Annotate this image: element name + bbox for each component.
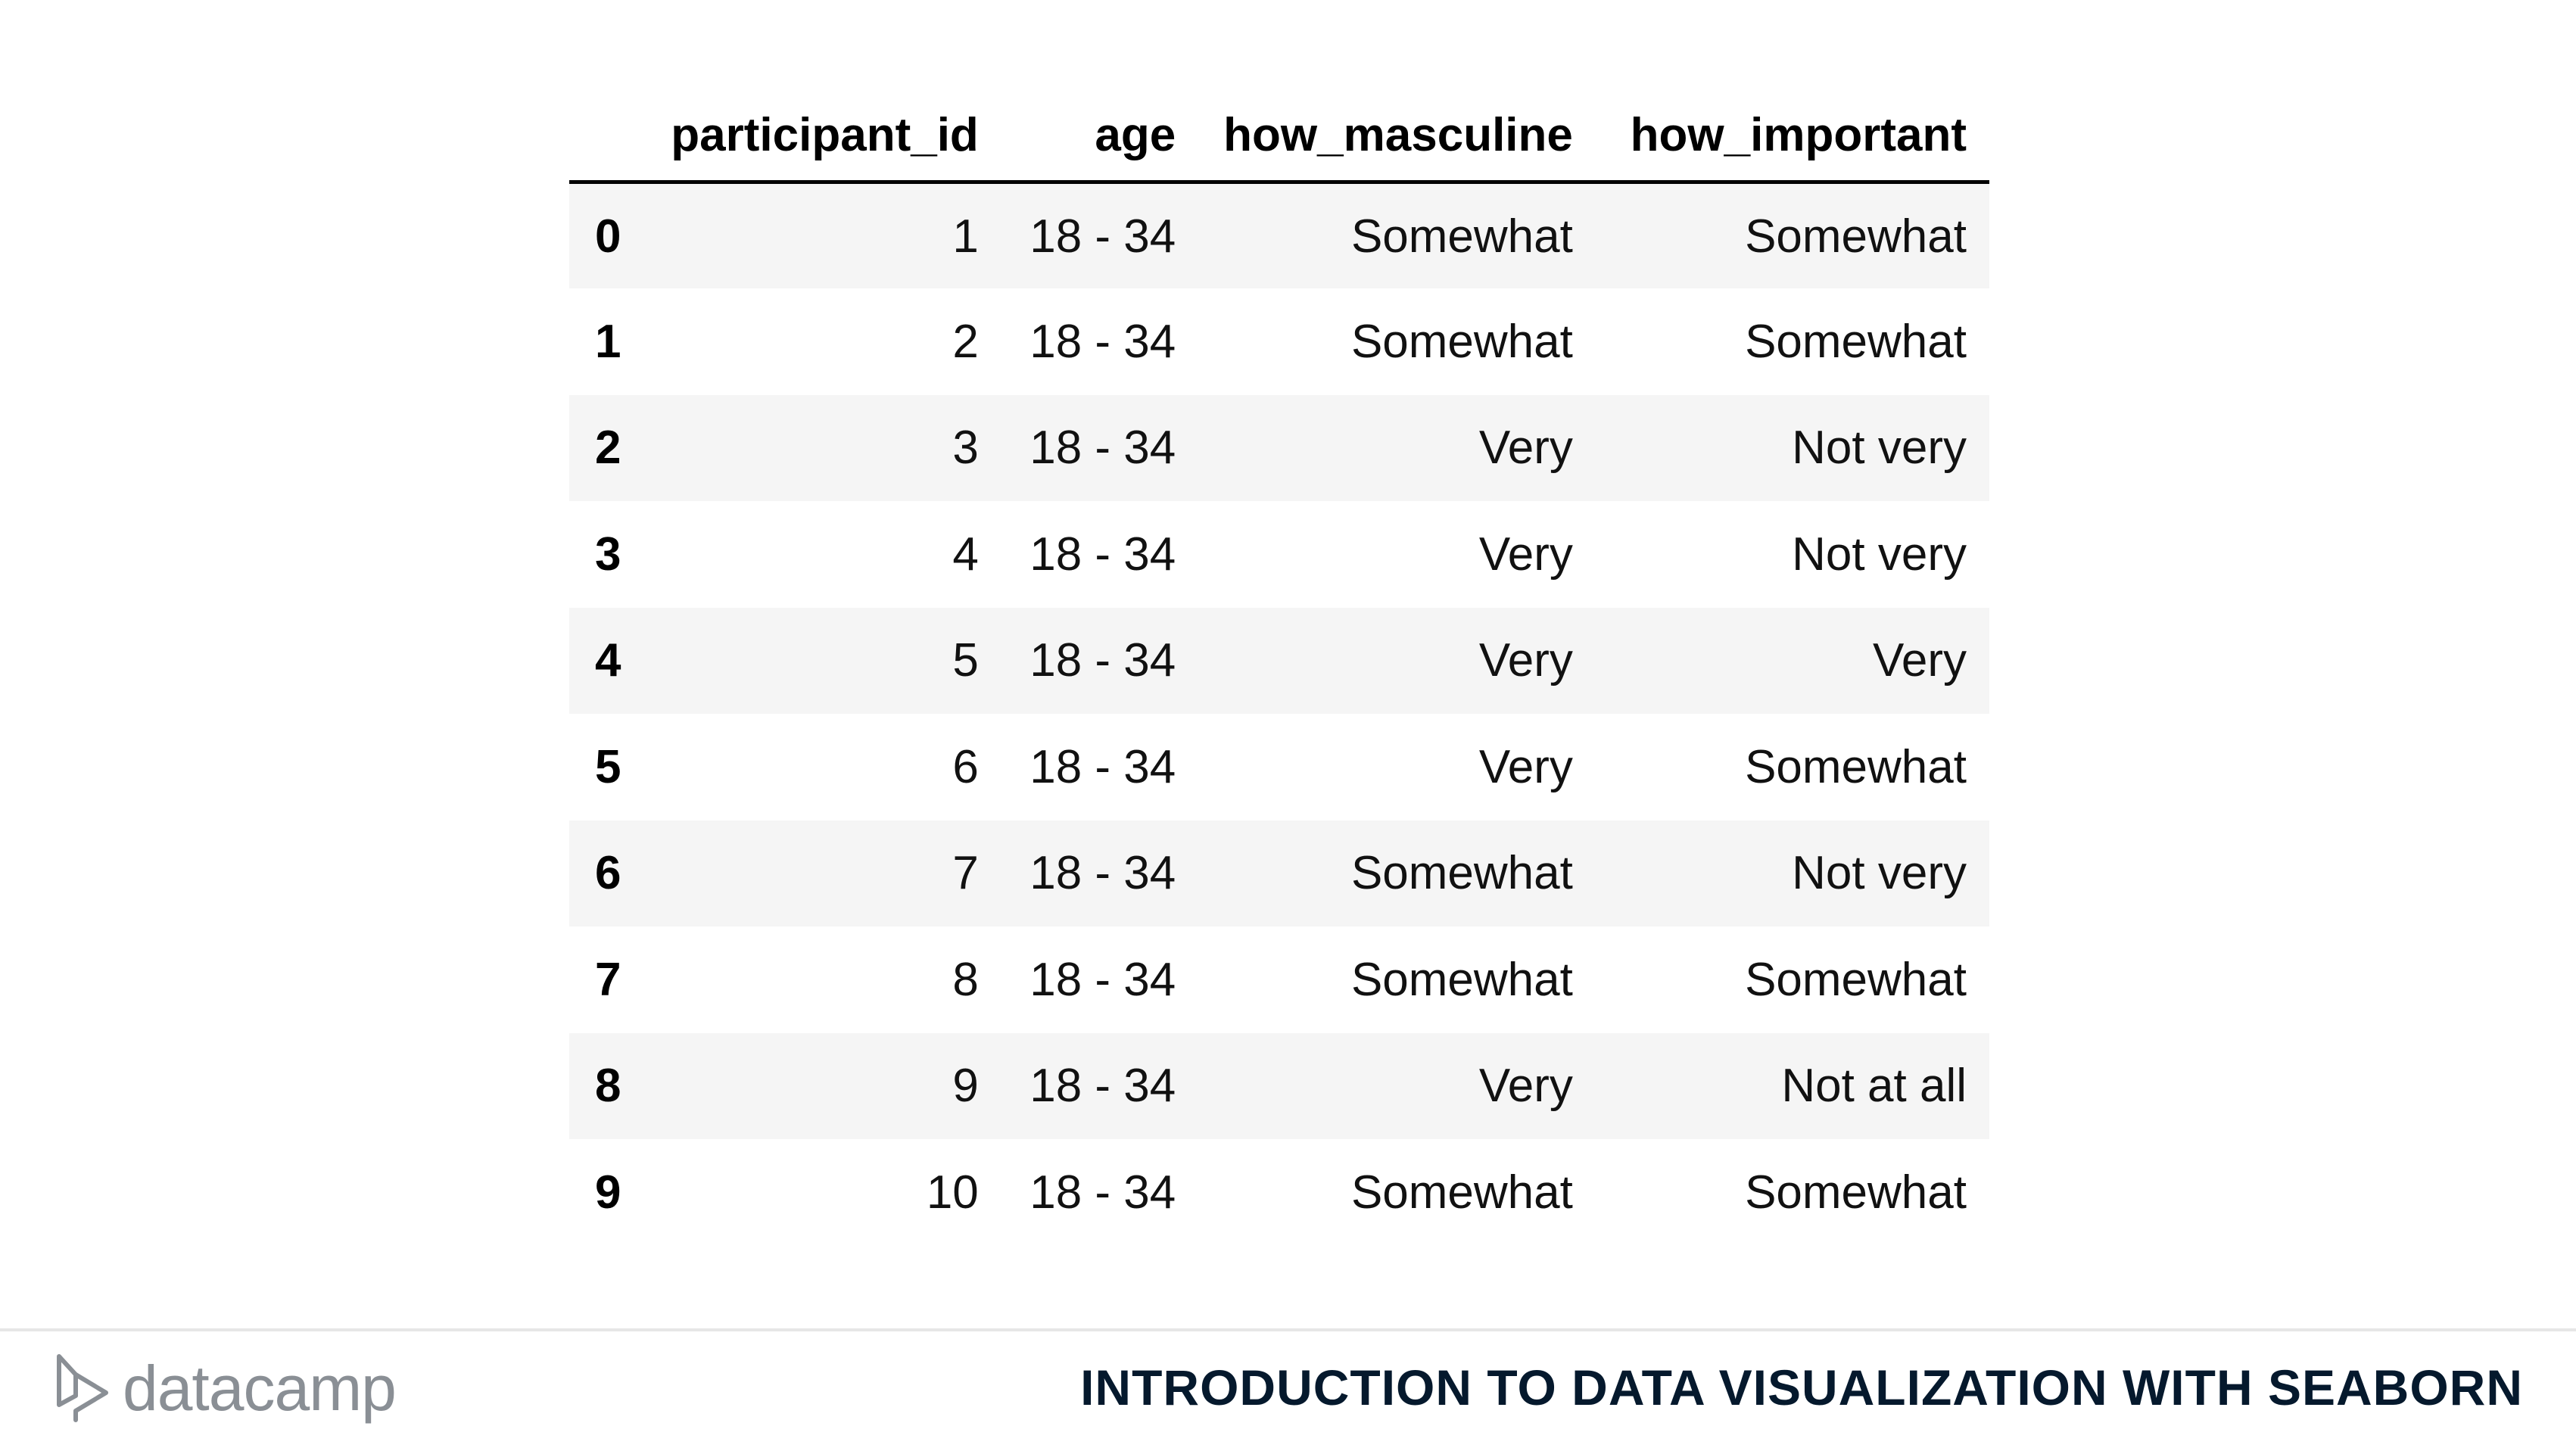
table-row: 6 7 18 - 34 Somewhat Not very: [569, 820, 1989, 926]
cell-how-important: Not very: [1792, 528, 1967, 581]
cell-participant-id: 3: [952, 422, 979, 475]
table-row: 4 5 18 - 34 Very Very: [569, 607, 1989, 714]
cell-how-masculine: Somewhat: [1350, 210, 1573, 263]
cell-how-masculine: Very: [1478, 1060, 1573, 1113]
cell-age: 18 - 34: [1029, 210, 1176, 263]
cell-age: 18 - 34: [1029, 315, 1176, 368]
cell-participant-id: 1: [952, 210, 979, 263]
course-title: INTRODUCTION TO DATA VISUALIZATION WITH …: [1080, 1359, 2523, 1415]
row-index: 7: [595, 953, 621, 1006]
cell-how-masculine: Very: [1478, 740, 1573, 793]
cell-how-masculine: Very: [1478, 422, 1573, 475]
column-header-how-important: how_important: [1595, 89, 1989, 184]
brand-name: datacamp: [123, 1352, 397, 1424]
cell-age: 18 - 34: [1029, 740, 1176, 793]
cell-participant-id: 2: [952, 315, 979, 368]
cell-how-masculine: Somewhat: [1350, 847, 1573, 900]
row-index: 4: [595, 634, 621, 687]
cell-participant-id: 7: [952, 847, 979, 900]
cell-age: 18 - 34: [1029, 953, 1176, 1006]
cell-participant-id: 10: [926, 1166, 979, 1219]
cell-participant-id: 6: [952, 740, 979, 793]
cell-how-masculine: Very: [1478, 634, 1573, 687]
row-index: 0: [595, 210, 621, 263]
cell-age: 18 - 34: [1029, 1060, 1176, 1113]
row-index: 5: [595, 740, 621, 793]
row-index: 1: [595, 315, 621, 368]
cell-participant-id: 4: [952, 528, 979, 581]
table-row: 9 10 18 - 34 Somewhat Somewhat: [569, 1139, 1989, 1246]
cell-age: 18 - 34: [1029, 847, 1176, 900]
cell-how-important: Somewhat: [1745, 1166, 1967, 1219]
row-index: 2: [595, 422, 621, 475]
cell-how-important: Not at all: [1781, 1060, 1967, 1113]
cell-how-important: Somewhat: [1745, 210, 1967, 263]
table-row: 2 3 18 - 34 Very Not very: [569, 394, 1989, 501]
cell-how-important: Not very: [1792, 847, 1967, 900]
column-header-age: age: [1001, 89, 1199, 184]
datacamp-logo-icon: [53, 1352, 112, 1425]
table-row: 1 2 18 - 34 Somewhat Somewhat: [569, 288, 1989, 395]
cell-how-important: Very: [1872, 634, 1967, 687]
column-header-participant-id: participant_id: [671, 89, 1001, 184]
row-index: 3: [595, 528, 621, 581]
cell-how-important: Not very: [1792, 422, 1967, 475]
column-header-index: [569, 89, 671, 184]
table-row: 5 6 18 - 34 Very Somewhat: [569, 714, 1989, 820]
table-row: 0 1 18 - 34 Somewhat Somewhat: [569, 182, 1989, 288]
cell-age: 18 - 34: [1029, 1166, 1176, 1219]
cell-how-masculine: Very: [1478, 528, 1573, 581]
row-index: 8: [595, 1060, 621, 1113]
cell-participant-id: 9: [952, 1060, 979, 1113]
footer-divider: [0, 1328, 2576, 1331]
cell-age: 18 - 34: [1029, 634, 1176, 687]
table-row: 7 8 18 - 34 Somewhat Somewhat: [569, 926, 1989, 1033]
cell-how-important: Somewhat: [1745, 315, 1967, 368]
header-row: participant_id age how_masculine how_imp…: [569, 89, 1989, 184]
datacamp-logo: datacamp: [53, 1350, 397, 1426]
dataframe-table-container: participant_id age how_masculine how_imp…: [569, 89, 1989, 1246]
cell-age: 18 - 34: [1029, 422, 1176, 475]
row-index: 6: [595, 847, 621, 900]
table-row: 8 9 18 - 34 Very Not at all: [569, 1032, 1989, 1139]
cell-how-masculine: Somewhat: [1350, 1166, 1573, 1219]
cell-participant-id: 5: [952, 634, 979, 687]
cell-age: 18 - 34: [1029, 528, 1176, 581]
row-index: 9: [595, 1166, 621, 1219]
column-header-how-masculine: how_masculine: [1198, 89, 1596, 184]
table-header: participant_id age how_masculine how_imp…: [569, 89, 1989, 184]
dataframe-table: participant_id age how_masculine how_imp…: [569, 89, 1989, 1246]
cell-how-important: Somewhat: [1745, 953, 1967, 1006]
table-row: 3 4 18 - 34 Very Not very: [569, 501, 1989, 608]
cell-how-masculine: Somewhat: [1350, 953, 1573, 1006]
cell-how-masculine: Somewhat: [1350, 315, 1573, 368]
cell-how-important: Somewhat: [1745, 740, 1967, 793]
table-body: 0 1 18 - 34 Somewhat Somewhat 1 2 18 - 3…: [569, 182, 1989, 1246]
cell-participant-id: 8: [952, 953, 979, 1006]
